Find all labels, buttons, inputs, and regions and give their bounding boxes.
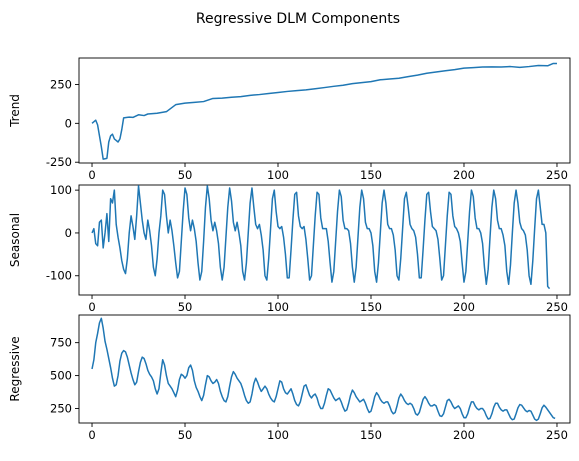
x-tick-label: 50 bbox=[178, 300, 193, 314]
y-tick-label: 750 bbox=[50, 336, 72, 350]
series-line bbox=[91, 317, 556, 422]
x-tick-label: 200 bbox=[453, 300, 475, 314]
y-tick-label: 250 bbox=[50, 77, 72, 91]
x-tick-label: 0 bbox=[88, 300, 95, 314]
x-tick-label: 150 bbox=[360, 300, 382, 314]
subplot-2: 0 50 100 150 200 250 -100 0 100 Seasonal bbox=[8, 183, 571, 314]
x-tick-label: 200 bbox=[453, 428, 475, 442]
y-axis-label: Seasonal bbox=[8, 213, 22, 267]
x-tick-label: 250 bbox=[546, 168, 568, 182]
figure-title: Regressive DLM Components bbox=[196, 11, 400, 27]
y-tick-label: -250 bbox=[46, 155, 72, 169]
y-tick-label: -100 bbox=[46, 269, 72, 283]
x-tick-label: 50 bbox=[178, 428, 193, 442]
subplot-1: 0 50 100 150 200 250 -250 0 250 Trend bbox=[8, 57, 571, 182]
series-line bbox=[91, 185, 551, 290]
x-tick-label: 150 bbox=[360, 168, 382, 182]
x-tick-label: 100 bbox=[267, 428, 289, 442]
y-tick-label: 0 bbox=[65, 226, 72, 240]
y-axis-label: Trend bbox=[8, 94, 22, 128]
x-tick-label: 100 bbox=[267, 300, 289, 314]
x-tick-label: 0 bbox=[88, 168, 95, 182]
y-tick-label: 500 bbox=[50, 369, 72, 383]
y-tick-label: 0 bbox=[65, 116, 72, 130]
subplot-panels: 0 50 100 150 200 250 -250 0 250 Trend 0 50 100 150 200… bbox=[8, 57, 571, 442]
x-tick-label: 200 bbox=[453, 168, 475, 182]
x-tick-label: 250 bbox=[546, 428, 568, 442]
series-line bbox=[91, 62, 557, 160]
x-tick-label: 150 bbox=[360, 428, 382, 442]
y-axis-label: Regressive bbox=[8, 336, 22, 401]
axes-frame bbox=[78, 184, 571, 296]
axes-frame bbox=[78, 57, 571, 164]
x-tick-label: 250 bbox=[546, 300, 568, 314]
x-tick-label: 50 bbox=[178, 168, 193, 182]
x-tick-label: 100 bbox=[267, 168, 289, 182]
subplot-3: 0 50 100 150 200 250 250 500 750 Regressive bbox=[8, 314, 571, 442]
y-tick-label: 100 bbox=[50, 183, 72, 197]
axes-frame bbox=[78, 314, 571, 424]
x-tick-label: 0 bbox=[88, 428, 95, 442]
y-tick-label: 250 bbox=[50, 402, 72, 416]
